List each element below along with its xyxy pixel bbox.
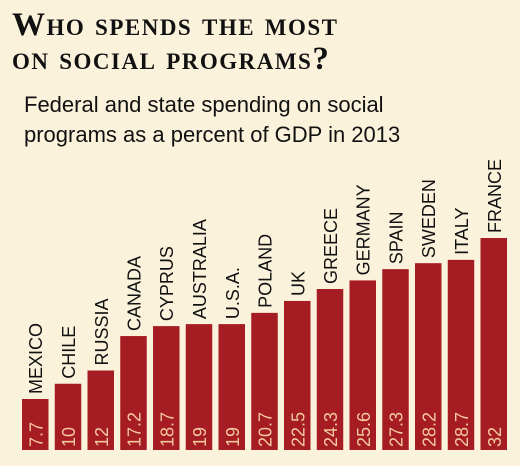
bar-italy bbox=[447, 259, 475, 450]
value-label: 19 bbox=[190, 427, 210, 447]
bar-greece bbox=[316, 289, 344, 450]
value-label: 20.7 bbox=[256, 412, 276, 447]
category-label: POLAND bbox=[256, 234, 276, 308]
value-label: 32 bbox=[485, 427, 505, 447]
category-label: U.S.A. bbox=[223, 267, 243, 319]
bar-cyprus bbox=[153, 326, 180, 450]
category-label: GREECE bbox=[321, 208, 341, 284]
bar-poland bbox=[251, 312, 278, 450]
bar-uk bbox=[284, 300, 311, 450]
category-label: SWEDEN bbox=[419, 179, 439, 258]
bar-australia bbox=[185, 324, 213, 450]
category-label: AUSTRALIA bbox=[190, 219, 210, 319]
bar-russia bbox=[87, 370, 114, 450]
bar-spain bbox=[382, 269, 409, 450]
value-label: 18.7 bbox=[157, 412, 177, 447]
bar-chile bbox=[54, 383, 82, 450]
value-label: 22.5 bbox=[288, 412, 308, 447]
category-label: UK bbox=[288, 271, 308, 296]
category-label: CYPRUS bbox=[157, 246, 177, 321]
category-label: CHILE bbox=[59, 326, 79, 379]
bar-germany bbox=[349, 280, 376, 450]
value-label: 24.3 bbox=[321, 412, 341, 447]
value-label: 10 bbox=[59, 427, 79, 447]
bar-mexico bbox=[22, 398, 49, 450]
bar-sweden bbox=[415, 263, 442, 450]
category-label: CANADA bbox=[125, 256, 145, 331]
bar-canada bbox=[120, 336, 147, 450]
value-label: 28.2 bbox=[419, 412, 439, 447]
category-label: RUSSIA bbox=[92, 298, 112, 365]
subtitle-line-2: programs as a percent of GDP in 2013 bbox=[24, 122, 401, 147]
value-label: 19 bbox=[223, 427, 243, 447]
category-label: GERMANY bbox=[354, 184, 374, 275]
chart-subtitle: Federal and state spending on social pro… bbox=[24, 90, 504, 150]
bar-u-s-a bbox=[218, 324, 245, 450]
title-line-1: Who spends the most bbox=[12, 7, 339, 43]
value-label: 12 bbox=[92, 427, 112, 447]
value-label: 17.2 bbox=[125, 412, 145, 447]
subtitle-line-1: Federal and state spending on social bbox=[24, 92, 384, 117]
title-line-2: on social programs? bbox=[12, 41, 331, 77]
value-label: 28.7 bbox=[452, 412, 472, 447]
value-label: 7.7 bbox=[26, 422, 46, 447]
category-label: ITALY bbox=[452, 208, 472, 255]
value-label: 27.3 bbox=[387, 412, 407, 447]
category-label: FRANCE bbox=[485, 159, 505, 233]
category-label: MEXICO bbox=[26, 323, 46, 394]
category-label: SPAIN bbox=[387, 211, 407, 264]
value-label: 25.6 bbox=[354, 412, 374, 447]
chart-title: Who spends the most on social programs? bbox=[12, 8, 512, 76]
bar-france bbox=[480, 238, 507, 450]
